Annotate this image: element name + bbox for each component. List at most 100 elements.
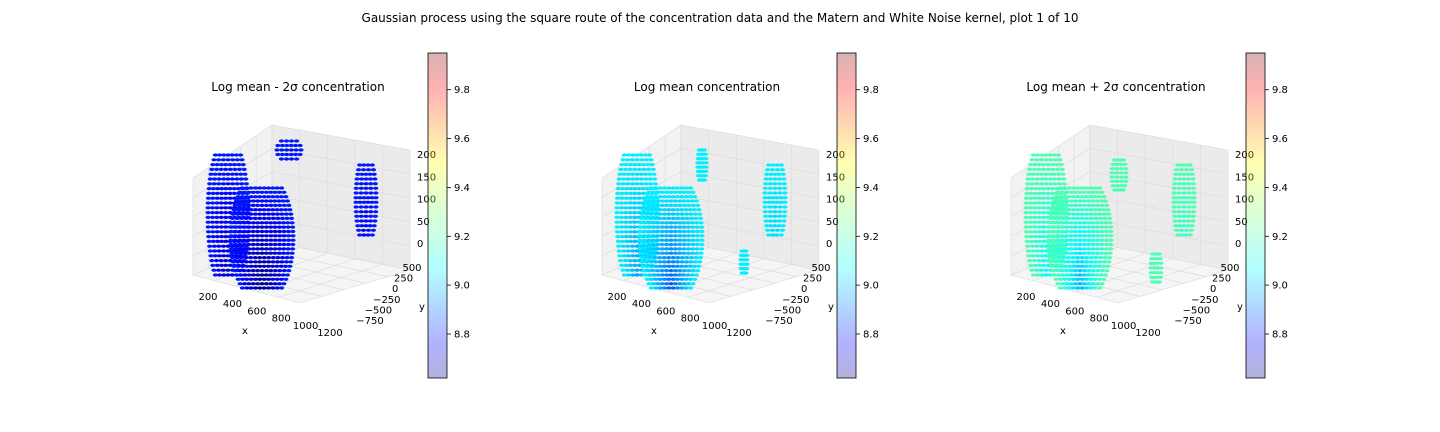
data-point [1073, 190, 1079, 194]
data-point [1050, 203, 1056, 207]
data-point [1097, 256, 1104, 260]
data-point [221, 273, 227, 277]
data-point [642, 229, 648, 234]
data-point [1088, 216, 1094, 220]
data-point [216, 249, 222, 253]
data-point [252, 286, 259, 290]
data-point [675, 256, 681, 260]
data-point [1035, 153, 1041, 157]
z-tick-label: 50 [826, 217, 839, 228]
data-point [703, 157, 709, 161]
data-point [672, 238, 678, 242]
data-point [253, 264, 259, 268]
data-point [250, 221, 256, 225]
data-point [1045, 191, 1051, 195]
data-point [651, 251, 657, 255]
data-point [676, 273, 683, 277]
data-point [1179, 196, 1185, 200]
data-point [685, 225, 692, 229]
z-tick-label: 0 [1235, 239, 1241, 250]
data-point [1099, 225, 1105, 229]
data-point [1030, 249, 1036, 253]
data-point [1045, 187, 1051, 191]
data-point [1188, 168, 1194, 172]
data-point [1059, 238, 1065, 242]
data-point [1077, 269, 1083, 273]
data-point [649, 264, 655, 268]
data-point [218, 206, 224, 210]
data-point [234, 182, 240, 186]
data-point [1073, 282, 1079, 286]
data-point [227, 191, 233, 195]
data-point [770, 163, 776, 167]
data-point [1095, 203, 1101, 207]
data-point [1068, 282, 1074, 286]
data-point [1058, 264, 1064, 268]
data-point [655, 273, 661, 277]
data-point [229, 273, 235, 277]
data-point [632, 191, 638, 195]
data-point [615, 235, 621, 239]
colorbar: 8.89.09.29.49.69.8 [1245, 52, 1288, 379]
data-point [1023, 196, 1030, 200]
data-point [281, 229, 287, 234]
data-point [358, 191, 364, 195]
data-point [681, 190, 687, 194]
data-point [221, 172, 227, 176]
data-point [1043, 273, 1049, 277]
data-point [257, 264, 263, 268]
data-point [205, 220, 211, 224]
data-point [263, 273, 269, 277]
data-point [1047, 256, 1054, 260]
data-point [212, 254, 218, 258]
data-point [1028, 239, 1034, 243]
data-point [1114, 175, 1120, 179]
data-point [1086, 229, 1092, 234]
data-point [1025, 182, 1031, 186]
data-point [1093, 216, 1099, 220]
data-point [259, 221, 265, 225]
data-point [1105, 208, 1111, 212]
data-point [689, 273, 695, 277]
data-point [293, 143, 299, 148]
data-point [1081, 282, 1087, 286]
data-point [776, 224, 782, 228]
data-point [1079, 212, 1085, 216]
data-point [1041, 215, 1047, 219]
data-point [623, 191, 629, 195]
data-point [639, 260, 645, 264]
data-point [1023, 215, 1029, 219]
data-point [652, 177, 658, 181]
data-point [357, 233, 363, 237]
data-point [259, 273, 265, 277]
data-point [353, 205, 359, 209]
data-point [655, 225, 661, 229]
data-point [679, 256, 685, 260]
data-point [1027, 215, 1034, 219]
data-point [268, 190, 274, 194]
data-point [278, 157, 284, 161]
data-point [1077, 203, 1083, 207]
data-point [1037, 191, 1043, 195]
data-point [627, 163, 634, 167]
data-point [672, 225, 678, 229]
data-point [268, 229, 274, 234]
data-point [1108, 234, 1114, 238]
data-point [1099, 229, 1105, 234]
data-point [644, 260, 650, 264]
data-point [358, 182, 364, 186]
data-point [281, 234, 287, 238]
data-point [266, 256, 272, 260]
data-point [223, 215, 229, 219]
data-point [1175, 200, 1181, 204]
data-point [744, 253, 750, 257]
data-point [1079, 216, 1085, 220]
data-point [233, 153, 239, 157]
data-point [205, 215, 211, 219]
data-point [1030, 177, 1036, 181]
data-point [674, 264, 680, 268]
data-point [632, 230, 638, 234]
data-point [1103, 229, 1109, 234]
data-point [695, 269, 701, 273]
data-point [695, 203, 701, 207]
